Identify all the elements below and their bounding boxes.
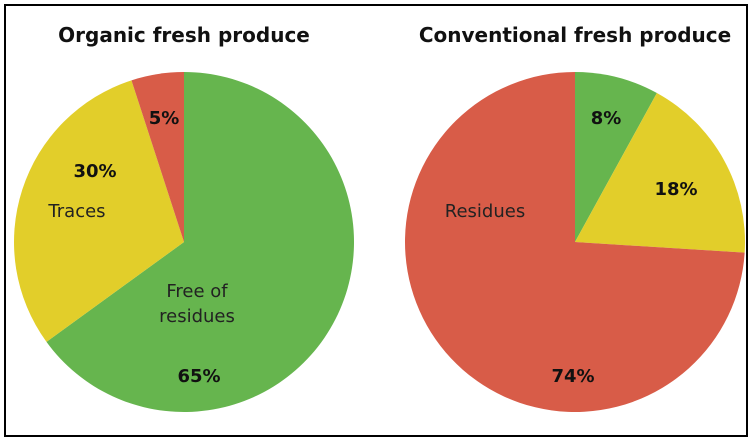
- conventional-residues-category-label: Residues: [445, 201, 525, 222]
- chart-frame: [4, 4, 748, 437]
- organic-residues-percent-label: 5%: [149, 108, 180, 129]
- conventional-residues-percent-label: 74%: [551, 366, 594, 387]
- conventional-slice-free: [575, 72, 657, 242]
- organic-slice-traces: [14, 80, 185, 342]
- conventional-pie: 8% 18% 74% Residues: [404, 72, 745, 412]
- organic-free-category-line: Free of: [166, 281, 228, 302]
- conventional-traces-percent-label: 18%: [654, 179, 697, 200]
- organic-pie: 65% Free of residues 30% Traces 5%: [14, 72, 355, 412]
- conventional-chart: Conventional fresh produce 8% 18% 74% Resid…: [404, 23, 745, 412]
- organic-slice-free: [46, 72, 355, 412]
- conventional-free-percent-label: 8%: [591, 108, 622, 129]
- organic-free-percent-label: 65%: [177, 366, 220, 387]
- conventional-chart-title: Conventional fresh produce: [419, 23, 731, 47]
- conventional-residues-category-line: Residues: [445, 201, 525, 222]
- organic-slice-residues: [131, 72, 184, 242]
- organic-chart-title: Organic fresh produce: [58, 23, 310, 47]
- organic-free-category-line: residues: [159, 306, 235, 327]
- organic-traces-percent-label: 30%: [73, 161, 116, 182]
- organic-free-category-label: Free of residues: [159, 281, 235, 327]
- conventional-slice-residues: [404, 72, 745, 412]
- organic-traces-category-label: Traces: [47, 201, 105, 222]
- organic-traces-category-line: Traces: [47, 201, 105, 222]
- organic-chart: Organic fresh produce 65% Free of residues…: [14, 23, 355, 412]
- conventional-slice-traces: [575, 93, 745, 253]
